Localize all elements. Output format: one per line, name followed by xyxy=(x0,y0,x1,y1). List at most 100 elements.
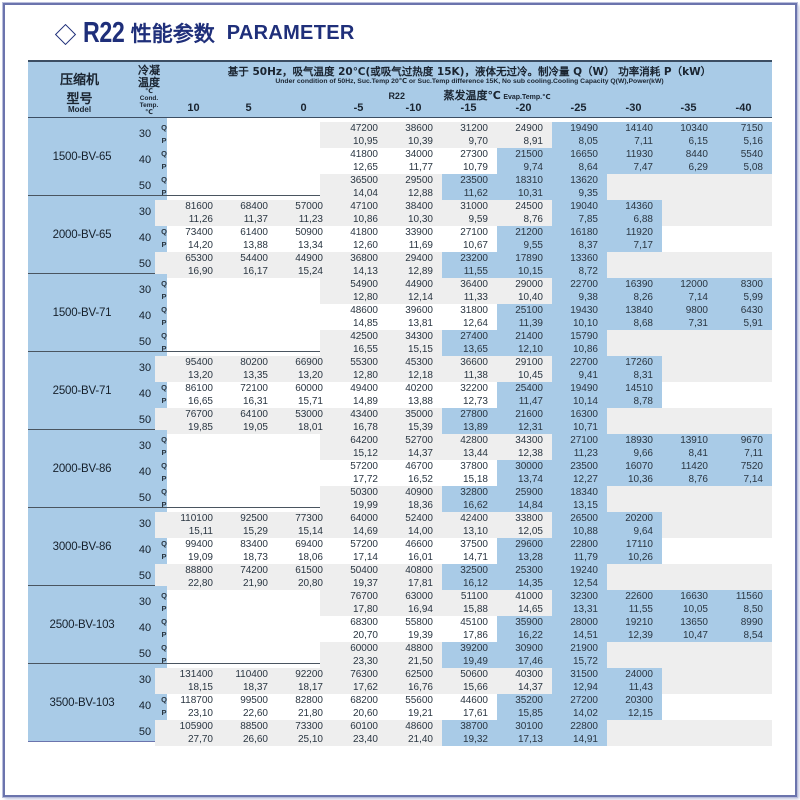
metric-label-p: P xyxy=(161,136,167,145)
model-name: 1500-BV-65 xyxy=(52,150,112,163)
data-cell: 19,09 xyxy=(187,552,213,563)
row-shade-band xyxy=(155,512,772,538)
data-cell: 16,62 xyxy=(442,499,497,512)
data-cell: 16,01 xyxy=(407,552,433,563)
data-cell xyxy=(277,642,332,655)
header-evap-en: Evap.Temp.℃ xyxy=(503,94,551,101)
data-cell: 10,15 xyxy=(497,265,552,278)
data-cell: 31000 xyxy=(460,201,488,212)
data-cell: 15,11 xyxy=(188,526,213,537)
data-cell: 13,15 xyxy=(552,499,607,512)
data-cell: 16630 xyxy=(662,590,717,603)
data-cell: 13,88 xyxy=(242,240,268,251)
data-cell: 27100 xyxy=(460,227,488,238)
data-row-p: 19,99 18,36 16,62 14,84 13,15 xyxy=(167,499,772,512)
data-cell: 9,64 xyxy=(607,525,662,538)
metric-label-q: Q xyxy=(161,643,167,652)
table-header: 压缩机 型号 Model 冷凝 温度 ℃ Cond. Temp. ℃ 基于 50… xyxy=(28,60,772,117)
data-cell xyxy=(222,603,277,616)
data-cell: 13,10 xyxy=(462,526,488,537)
data-cell xyxy=(167,603,222,616)
metric-label-q: Q xyxy=(161,487,167,496)
data-cell: 25400 xyxy=(497,382,552,395)
data-cell: 11,79 xyxy=(552,551,607,564)
data-row-q: 64200 52700 42800 34300 27100 18930 13910 9670 xyxy=(167,434,772,447)
data-cell xyxy=(277,122,332,135)
evap-temp-tick: 5 xyxy=(245,102,252,114)
data-cell: 35200 xyxy=(497,694,552,707)
data-cell: 11,55 xyxy=(607,603,662,616)
model-block: 2500-BV-7130QP40QP50QP954008020066900553… xyxy=(28,352,772,434)
data-cell xyxy=(717,330,772,343)
data-row-p: 22,80 21,90 20,80 19,37 17,81 16,12 14,35 12,54 xyxy=(167,577,772,590)
data-cell: 26,60 xyxy=(242,734,268,745)
data-cell: 36400 xyxy=(460,279,488,290)
data-row-p: 17,72 16,52 15,18 13,74 12,27 10,36 8,76 7,14 xyxy=(167,473,772,486)
data-cell: 77300 xyxy=(295,513,323,524)
data-cell: 60000 xyxy=(295,383,323,394)
data-cell: 41800 xyxy=(350,149,378,160)
data-cell: 9,38 xyxy=(552,291,607,304)
data-cell xyxy=(717,213,772,226)
data-cell: 44600 xyxy=(460,695,488,706)
data-cell: 50600 xyxy=(460,669,488,680)
metric-label-q: Q xyxy=(161,123,167,132)
data-cell: 42800 xyxy=(460,435,488,446)
data-cell xyxy=(167,122,222,135)
cond-temp-value: 30 xyxy=(138,206,152,218)
data-cell: 7,85 xyxy=(552,213,607,226)
data-cell xyxy=(167,317,222,330)
data-cell: 88500 xyxy=(240,721,268,732)
data-cell: 8,05 xyxy=(552,135,607,148)
data-cell: 24500 xyxy=(515,201,543,212)
data-cell: 9,74 xyxy=(497,161,552,174)
data-cell xyxy=(167,616,222,629)
data-cell: 19490 xyxy=(552,122,607,135)
data-cell: 27200 xyxy=(552,694,607,707)
data-cell: 42500 xyxy=(350,331,378,342)
data-cell xyxy=(167,629,222,642)
data-cell xyxy=(167,447,222,460)
model-block: 2500-BV-103 30 Q P 40 Q P 50 Q P 76700 63000 51100 41… xyxy=(28,586,772,668)
data-row-q: 81600 68400 57000 47100 38400 31000 24500 19040… xyxy=(167,200,772,213)
data-row-p: 14,85 13,81 12,64 11,39 10,10 8,68 7,31 5,91 xyxy=(167,317,772,330)
data-cell: 37500 xyxy=(460,539,488,550)
data-cell xyxy=(717,395,772,408)
cond-temp-value: 40 xyxy=(138,544,152,556)
cond-temp-value: 30 xyxy=(138,674,152,686)
data-cell xyxy=(222,330,277,343)
metric-label-p: P xyxy=(161,656,167,665)
data-cell: 54400 xyxy=(240,253,268,264)
data-cell: 12,54 xyxy=(552,577,607,590)
evap-temp-tick-row: 10 5 0 -5 -10 -15 -20 -25 -30 -35 -40 xyxy=(28,102,772,116)
data-cell: 34300 xyxy=(515,435,543,446)
data-row-q: 86100 72100 60000 49400 40200 32200 25400 19490… xyxy=(167,382,772,395)
data-cell: 11560 xyxy=(717,590,772,603)
metric-label-q: Q xyxy=(161,461,167,470)
data-cell: 17,80 xyxy=(352,604,378,615)
data-row-p: 13,20 13,35 13,20 12,80 12,18 11,38 10,45 9,41 8… xyxy=(167,369,772,382)
cond-temp-value: 40 xyxy=(138,700,152,712)
data-cell: 29500 xyxy=(405,175,433,186)
data-cell: 28000 xyxy=(552,616,607,629)
data-cell: 19,39 xyxy=(407,630,433,641)
data-cell: 62500 xyxy=(405,669,433,680)
data-cell: 35900 xyxy=(497,616,552,629)
data-cell: 10,79 xyxy=(462,162,488,173)
data-cell: 82800 xyxy=(295,695,323,706)
model-block: 3000-BV-8630QP40QP50QP110100925007730064… xyxy=(28,508,772,590)
data-row-q: 110100 92500 77300 64000 52400 42400 33800 2650… xyxy=(167,512,772,525)
data-cell: 5,91 xyxy=(717,317,772,330)
data-cell xyxy=(167,304,222,317)
data-cell xyxy=(167,135,222,148)
data-cell: 14,02 xyxy=(552,707,607,720)
data-cell: 11,38 xyxy=(463,370,488,381)
data-cell: 10,14 xyxy=(552,395,607,408)
data-cell: 29100 xyxy=(515,357,543,368)
model-block: 1500-BV-71 30 Q P 40 Q P 50 Q P 54900 44900 36400 290… xyxy=(28,274,772,356)
data-cell: 19,32 xyxy=(442,733,497,746)
cond-temp-value: 30 xyxy=(138,284,152,296)
data-cell: 48600 xyxy=(405,721,433,732)
data-cell: 11,55 xyxy=(442,265,497,278)
data-cell: 13650 xyxy=(662,616,717,629)
